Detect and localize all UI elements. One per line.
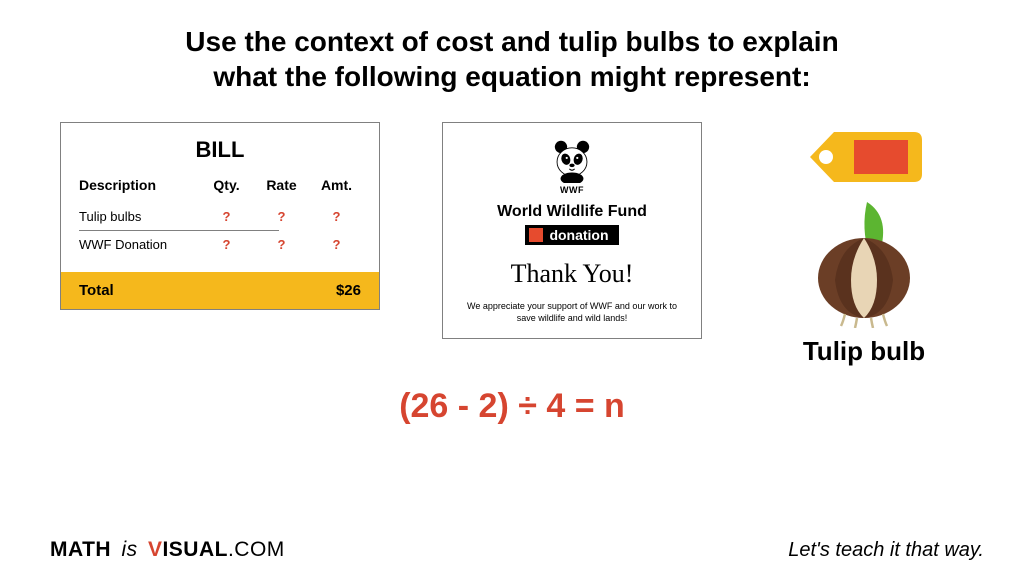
thank-you-text: Thank You!: [457, 259, 687, 289]
bill-total-bar: Total $26: [61, 272, 379, 309]
row-desc: WWF Donation: [79, 237, 199, 252]
bill-row: WWF Donation ? ? ?: [79, 231, 361, 258]
bill-title: BILL: [79, 137, 361, 163]
col-description: Description: [79, 177, 199, 193]
row-qty: ?: [199, 237, 254, 252]
total-label: Total: [79, 282, 114, 299]
tulip-bulb-icon: [799, 198, 929, 328]
row-rate: ?: [254, 237, 309, 252]
row-amt: ?: [309, 209, 364, 224]
wwf-fine-print: We appreciate your support of WWF and ou…: [457, 301, 687, 324]
bill-row: Tulip bulbs ? ? ?: [79, 203, 361, 230]
content-row: BILL Description Qty. Rate Amt. Tulip bu…: [0, 104, 1024, 367]
bulb-label: Tulip bulb: [803, 336, 925, 367]
right-column: Tulip bulb: [764, 122, 964, 367]
col-qty: Qty.: [199, 177, 254, 193]
row-qty: ?: [199, 209, 254, 224]
row-amt: ?: [309, 237, 364, 252]
brand-com: .COM: [228, 538, 285, 561]
donation-text: donation: [549, 227, 608, 243]
row-rate: ?: [254, 209, 309, 224]
donation-badge: donation: [525, 225, 618, 245]
tagline: Let's teach it that way.: [788, 539, 984, 562]
brand-isual: ISUAL: [162, 538, 228, 561]
bill-card: BILL Description Qty. Rate Amt. Tulip bu…: [60, 122, 380, 310]
bill-column-headers: Description Qty. Rate Amt.: [79, 177, 361, 193]
wwf-card: WWF World Wildlife Fund donation Thank Y…: [442, 122, 702, 339]
brand-logo: MATH is VISUAL.COM: [50, 538, 285, 562]
wwf-abbr: WWF: [457, 185, 687, 195]
panda-icon: [550, 139, 594, 183]
total-value: $26: [336, 282, 361, 299]
row-desc: Tulip bulbs: [79, 209, 199, 224]
donation-square-icon: [529, 228, 543, 242]
col-amt: Amt.: [309, 177, 364, 193]
brand-v-letter: V: [148, 538, 163, 561]
brand-visual: VISUAL: [148, 538, 228, 561]
question-title: Use the context of cost and tulip bulbs …: [60, 24, 964, 94]
question-line2: what the following equation might repres…: [213, 61, 810, 92]
question-header: Use the context of cost and tulip bulbs …: [0, 0, 1024, 104]
brand-is: is: [121, 538, 137, 561]
price-tag-icon: [804, 122, 924, 192]
footer: MATH is VISUAL.COM Let's teach it that w…: [0, 538, 1024, 562]
col-rate: Rate: [254, 177, 309, 193]
question-line1: Use the context of cost and tulip bulbs …: [185, 26, 838, 57]
brand-math: MATH: [50, 538, 111, 561]
wwf-name: World Wildlife Fund: [457, 203, 687, 221]
equation: (26 - 2) ÷ 4 = n: [0, 387, 1024, 426]
